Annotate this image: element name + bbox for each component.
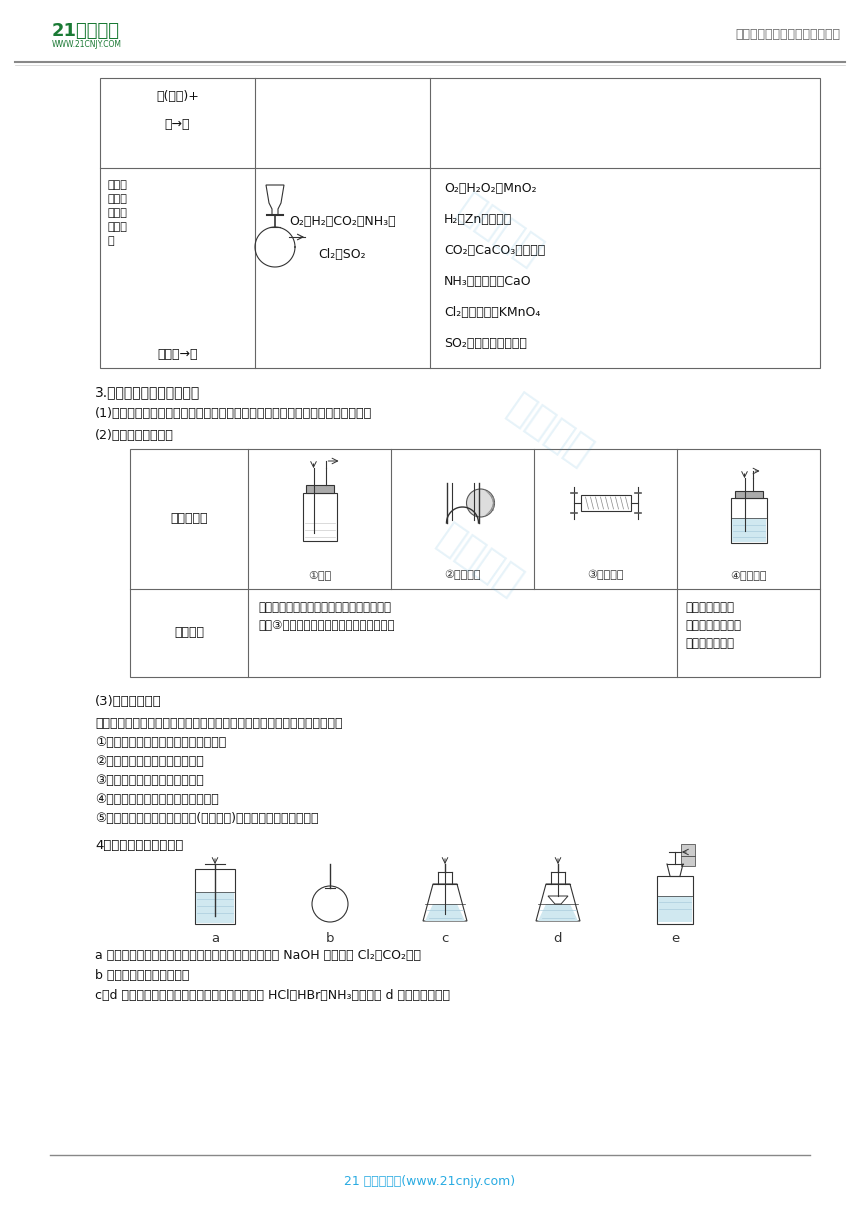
- Text: c、d 装置用于吸收极易溶且溶解得快的气体，如 HCl、HBr、NH₃等；其中 d 装置吸收量少。: c、d 装置用于吸收极易溶且溶解得快的气体，如 HCl、HBr、NH₃等；其中 …: [95, 989, 450, 1002]
- Text: ①洗气: ①洗气: [308, 570, 331, 580]
- Text: 装置③用固体吸收还原性或氧化性杂质气体: 装置③用固体吸收还原性或氧化性杂质气体: [258, 619, 395, 632]
- Text: a 装置用于吸收溶解或反应速率不是很快的气体，如用 NaOH 溶液吸收 Cl₂、CO₂等。: a 装置用于吸收溶解或反应速率不是很快的气体，如用 NaOH 溶液吸收 Cl₂、…: [95, 948, 421, 962]
- Bar: [732, 518, 765, 542]
- Polygon shape: [538, 903, 578, 921]
- Text: d: d: [554, 931, 562, 945]
- Text: ③碱性杂质可用酸性物质吸收；: ③碱性杂质可用酸性物质吸收；: [95, 775, 204, 787]
- Text: 适用范围: 适用范围: [174, 626, 204, 640]
- Bar: [734, 491, 763, 499]
- Text: ②酸性杂质可用碱性物质吸收；: ②酸性杂质可用碱性物质吸收；: [95, 755, 204, 769]
- Text: ④水为杂质时，可用干燥剂来吸收；: ④水为杂质时，可用干燥剂来吸收；: [95, 793, 218, 806]
- Polygon shape: [423, 884, 467, 921]
- Text: 杂质气体被冷却: 杂质气体被冷却: [685, 601, 734, 614]
- Text: O₂：H₂O₂与MnO₂: O₂：H₂O₂与MnO₂: [444, 182, 537, 195]
- Polygon shape: [266, 185, 284, 215]
- Text: SO₂：亚硫酸钠与硫酸: SO₂：亚硫酸钠与硫酸: [444, 337, 527, 350]
- Bar: [130, 449, 820, 677]
- Text: ③固体除杂: ③固体除杂: [587, 570, 623, 580]
- Text: e: e: [671, 931, 679, 945]
- Polygon shape: [425, 903, 465, 921]
- Text: ④冷凝除杂: ④冷凝除杂: [730, 570, 767, 580]
- Text: O₂、H₂、CO₂、NH₃、: O₂、H₂、CO₂、NH₃、: [289, 215, 396, 229]
- Text: 气体不变为液体: 气体不变为液体: [685, 637, 734, 651]
- Polygon shape: [548, 896, 568, 903]
- Text: 装置示意图: 装置示意图: [170, 512, 208, 525]
- Bar: [195, 869, 235, 924]
- Text: 教育资源: 教育资源: [501, 388, 599, 472]
- Text: 液体的: 液体的: [108, 223, 128, 232]
- Text: 试剂与杂质气体反应，与主要气体不反应；: 试剂与杂质气体反应，与主要气体不反应；: [258, 601, 391, 614]
- Text: WWW.21CNJY.COM: WWW.21CNJY.COM: [52, 40, 122, 49]
- Text: 速度或: 速度或: [108, 208, 128, 218]
- Text: 教育资源: 教育资源: [451, 187, 550, 272]
- Text: (2)除杂装置基本类型: (2)除杂装置基本类型: [95, 429, 174, 441]
- Text: 4．尾气处理装置的选择: 4．尾气处理装置的选择: [95, 839, 183, 852]
- Text: 制滴加: 制滴加: [108, 195, 128, 204]
- Text: 用于控: 用于控: [108, 180, 128, 190]
- Bar: [305, 485, 334, 492]
- Bar: [657, 876, 693, 924]
- Text: Cl₂、SO₂: Cl₂、SO₂: [319, 248, 366, 261]
- Text: a: a: [211, 931, 219, 945]
- Text: CO₂：CaCO₃与稀盐酸: CO₂：CaCO₃与稀盐酸: [444, 244, 545, 257]
- Bar: [580, 495, 630, 511]
- Text: ⑤能与杂质发生反应生成沉淀(或可溶物)的物质也可作为吸收剂。: ⑤能与杂质发生反应生成沉淀(或可溶物)的物质也可作为吸收剂。: [95, 812, 318, 824]
- Text: Cl₂：浓盐酸与KMnO₄: Cl₂：浓盐酸与KMnO₄: [444, 306, 540, 319]
- Text: 3.气体的净化（干燥）装置: 3.气体的净化（干燥）装置: [95, 385, 200, 399]
- Text: 教育资源: 教育资源: [431, 518, 529, 602]
- Circle shape: [466, 489, 494, 517]
- Text: 固＋液→气: 固＋液→气: [157, 348, 198, 361]
- Polygon shape: [536, 884, 580, 921]
- Text: ①易溶于水的气体杂质可用水来吸收；: ①易溶于水的气体杂质可用水来吸收；: [95, 736, 226, 749]
- Text: 后变为液体，主要: 后变为液体，主要: [685, 619, 741, 632]
- Text: (1)设计原则：根据主要气体及杂质气体的性质差异来选择除杂试剂及除杂装置。: (1)设计原则：根据主要气体及杂质气体的性质差异来选择除杂试剂及除杂装置。: [95, 407, 372, 420]
- Text: (3)吸收剂的选择: (3)吸收剂的选择: [95, 696, 162, 708]
- Text: ②固体除杂: ②固体除杂: [445, 570, 481, 580]
- Text: 中小学教育资源及组卷应用平台: 中小学教育资源及组卷应用平台: [735, 28, 840, 41]
- Text: NH₃：浓氨水与CaO: NH₃：浓氨水与CaO: [444, 275, 531, 288]
- Text: 21 世纪教育网(www.21cnjy.com): 21 世纪教育网(www.21cnjy.com): [345, 1175, 515, 1188]
- Text: 固(块状)+: 固(块状)+: [156, 90, 199, 103]
- Bar: [100, 78, 820, 368]
- Text: 液→气: 液→气: [165, 118, 190, 131]
- Circle shape: [312, 886, 348, 922]
- Bar: [681, 844, 695, 866]
- Bar: [658, 896, 692, 922]
- Bar: [303, 492, 336, 541]
- Bar: [730, 499, 766, 544]
- Bar: [196, 893, 234, 923]
- Text: 量: 量: [108, 236, 114, 246]
- Text: H₂：Zn与稀硫酸: H₂：Zn与稀硫酸: [444, 213, 513, 226]
- Text: c: c: [441, 931, 449, 945]
- Text: b 装置用于收集少量气体。: b 装置用于收集少量气体。: [95, 969, 189, 983]
- Text: 选择吸收剂应根据被提纯气体的性质和杂质的性质而确定，一般情况如下：: 选择吸收剂应根据被提纯气体的性质和杂质的性质而确定，一般情况如下：: [95, 717, 342, 730]
- Text: b: b: [326, 931, 335, 945]
- Text: 21世纪教育: 21世纪教育: [52, 22, 120, 40]
